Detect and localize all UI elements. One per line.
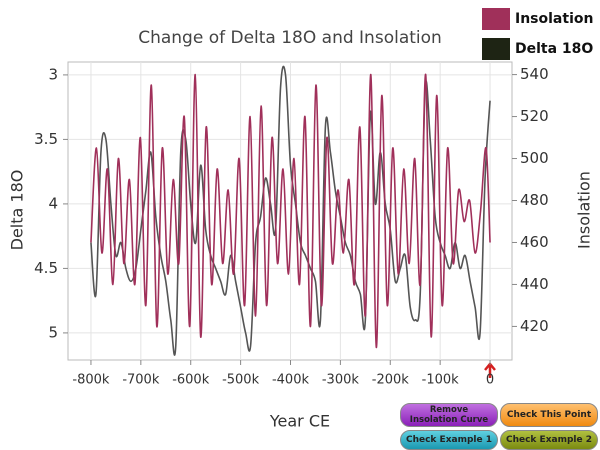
series-line <box>90 73 491 349</box>
y-tick-label: 3 <box>48 65 58 83</box>
button[interactable]: Check This Point <box>500 403 598 427</box>
legend-swatch <box>482 8 510 30</box>
y-tick-label: 3.5 <box>34 130 58 148</box>
button[interactable]: Remove Insolation Curve <box>400 403 498 427</box>
x-tick-label: -100k <box>422 373 460 388</box>
x-tick-label: -400k <box>272 373 310 388</box>
legend-swatch <box>482 38 510 60</box>
x-tick-label: -300k <box>322 373 360 388</box>
button[interactable]: Check Example 2 <box>500 430 598 450</box>
button[interactable]: Check Example 1 <box>400 430 498 450</box>
y2-tick-label: 460 <box>520 233 549 251</box>
y2-axis-title: Insolation <box>575 171 594 249</box>
y-tick-label: 4.5 <box>34 259 58 277</box>
x-tick-label: -600k <box>172 373 210 388</box>
chart-title: Change of Delta 18O and Insolation <box>138 28 442 48</box>
y2-tick-label: 480 <box>520 191 549 209</box>
x-tick-label: -200k <box>372 373 410 388</box>
y2-tick-label: 420 <box>520 317 549 335</box>
y2-tick-label: 520 <box>520 107 549 125</box>
x-tick-label: -800k <box>72 373 110 388</box>
y-axis-title: Delta 18O <box>8 170 27 251</box>
x-tick-label: 0 <box>486 373 494 388</box>
y-tick-label: 4 <box>48 194 58 212</box>
y2-tick-label: 440 <box>520 275 549 293</box>
x-tick-label: -700k <box>122 373 160 388</box>
legend-label: Insolation <box>515 11 593 27</box>
y2-tick-label: 500 <box>520 149 549 167</box>
x-axis-title: Year CE <box>269 412 330 431</box>
x-tick-label: -500k <box>222 373 260 388</box>
y-tick-label: 5 <box>48 323 58 341</box>
y2-tick-label: 540 <box>520 65 549 83</box>
legend-label: Delta 18O <box>515 41 593 57</box>
